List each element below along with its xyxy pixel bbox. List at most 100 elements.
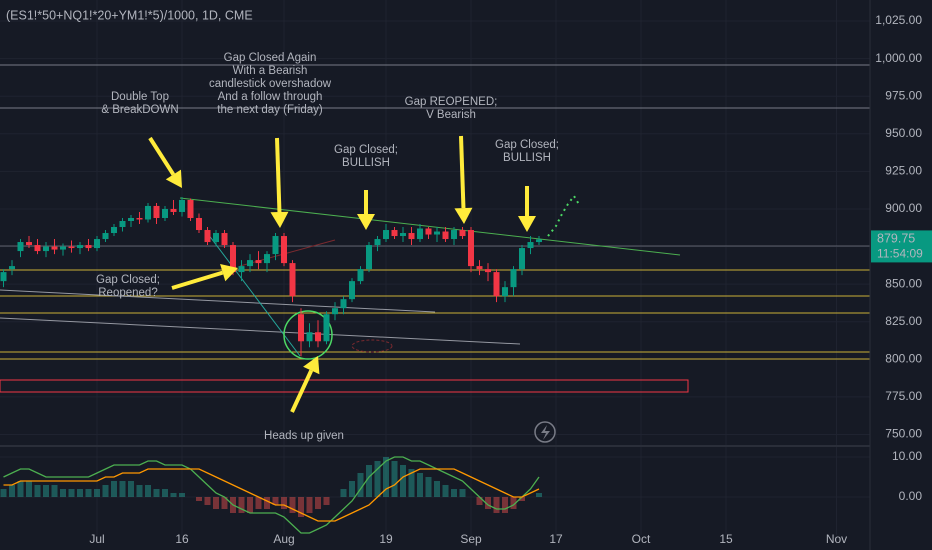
candle-body: [519, 248, 525, 270]
trend-line: [179, 197, 681, 256]
histogram-bar: [128, 481, 134, 497]
annotation: Gap Closed Again: [224, 52, 317, 64]
histogram-bar: [0, 489, 7, 497]
y-tick-label: 900.00: [885, 201, 922, 215]
chart-title: (ES1!*50+NQ1!*20+YM1!*5)/1000, 1D, CME: [6, 8, 253, 22]
icon[interactable]: [534, 421, 556, 443]
candle-body: [136, 217, 143, 220]
x-tick-label: 16: [175, 532, 189, 546]
candle-body: [493, 272, 500, 297]
candle-body: [502, 287, 508, 297]
histogram-bar: [315, 497, 321, 509]
histogram-bar: [408, 469, 415, 497]
annotation: BULLISH: [342, 157, 390, 169]
arrow-shaft: [290, 369, 314, 413]
axis-labels: 1,025.00 1,000.00 975.00 950.00 925.00 900.00…: [89, 13, 932, 546]
candle-body: [451, 230, 457, 240]
candle-body: [264, 254, 270, 264]
candle-body: [26, 242, 32, 246]
y-tick-label: 10.00: [892, 449, 922, 463]
histogram-bar: [349, 481, 355, 497]
indicator-line: [3, 468, 540, 522]
arrows: [148, 135, 536, 413]
candle-body: [323, 314, 330, 342]
histogram-bar: [255, 497, 262, 509]
histogram-bar: [272, 497, 279, 505]
annotation: Gap Closed;: [495, 139, 559, 151]
candle-body: [170, 208, 177, 212]
histogram-bar: [400, 465, 406, 497]
histogram-bar: [17, 481, 24, 497]
annotation: Gap Closed;: [334, 144, 398, 156]
histogram-bar: [451, 489, 457, 497]
ellipse: [351, 339, 393, 353]
candle-body: [94, 239, 100, 249]
last-price-box: [871, 230, 932, 263]
histogram-bar: [111, 481, 117, 497]
candle-body: [153, 205, 160, 218]
candle-body: [510, 269, 517, 288]
histogram-bar: [170, 493, 177, 497]
annotation: BULLISH: [503, 152, 551, 164]
trend-line: [0, 317, 521, 345]
histogram-bar: [179, 493, 185, 497]
annotation: With a Bearish: [233, 65, 308, 77]
annotation: Reopened?: [98, 287, 157, 299]
price-axis: [870, 0, 932, 550]
candle-body: [162, 208, 168, 218]
candle-body: [51, 246, 58, 250]
candle-body: [230, 245, 236, 273]
y-tick-label: 1,000.00: [875, 51, 922, 65]
arrow-shaft: [275, 137, 282, 213]
candle-body: [425, 228, 432, 235]
histogram-bar: [136, 485, 143, 497]
candle-body: [459, 230, 466, 237]
candle-body: [111, 227, 117, 234]
histogram-bar: [68, 489, 75, 497]
candle-body: [272, 236, 279, 255]
candle-body: [213, 233, 219, 243]
x-tick-label: Sep: [460, 532, 482, 546]
x-tick-label: 15: [719, 532, 733, 546]
arrow-head: [165, 169, 182, 188]
drawings: [0, 64, 870, 443]
candle-body: [340, 299, 347, 309]
histogram-bar: [519, 497, 525, 501]
candles: [0, 196, 542, 357]
y-tick-label: 925.00: [885, 164, 922, 178]
candle-body: [34, 245, 41, 252]
candle-body: [536, 239, 542, 243]
histogram-bar: [434, 481, 440, 497]
candle-body: [196, 217, 202, 231]
candle-body: [349, 281, 355, 300]
histogram-bar: [77, 489, 83, 497]
y-tick-label: 800.00: [885, 351, 922, 365]
histogram-bar: [60, 489, 66, 497]
histogram-bar: [51, 485, 58, 497]
histogram-bar: [94, 489, 100, 497]
histogram-bar: [425, 477, 432, 497]
candle-body: [289, 263, 296, 297]
icon[interactable]: [541, 425, 550, 440]
candle-body: [468, 230, 474, 267]
histogram-bar: [213, 497, 219, 509]
y-tick-label: 850.00: [885, 276, 922, 290]
last-price: 879.75: [877, 232, 915, 246]
arrow-head: [518, 216, 536, 232]
histogram-bar: [153, 489, 160, 497]
x-tick-label: Nov: [826, 532, 847, 546]
histogram-bar: [34, 485, 41, 497]
trend-line: [0, 289, 436, 313]
annotation: the next day (Friday): [217, 104, 323, 116]
annotation: V Bearish: [426, 109, 476, 121]
annotation: And a follow through: [218, 91, 323, 103]
y-tick-label: 1,025.00: [875, 13, 922, 27]
x-tick-label: 19: [379, 532, 393, 546]
histogram-bar: [374, 461, 381, 497]
candle-body: [383, 230, 389, 240]
histogram-bar: [536, 493, 542, 497]
indicator-pane: [0, 456, 542, 534]
histogram-bar: [417, 473, 423, 497]
arrow-head: [454, 207, 473, 224]
countdown: 11:54:09: [877, 247, 923, 261]
